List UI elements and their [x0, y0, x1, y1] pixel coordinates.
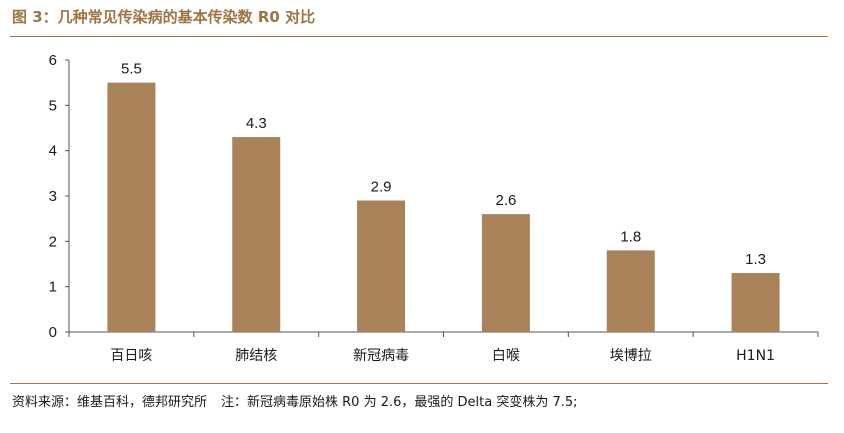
- bar: [357, 200, 406, 332]
- bar: [107, 82, 156, 333]
- value-labels: 5.5 4.3 2.9 2.6 1.8 1.3: [121, 61, 766, 268]
- title-divider: [10, 36, 828, 37]
- y-tick-label: 2: [49, 233, 57, 250]
- category-label: H1N1: [736, 348, 775, 364]
- y-tick-label: 6: [49, 52, 57, 69]
- value-label: 2.9: [371, 179, 392, 196]
- category-label: 新冠病毒: [353, 348, 409, 364]
- value-label: 2.6: [495, 192, 516, 209]
- category-label: 百日咳: [110, 348, 152, 364]
- bar: [232, 137, 281, 332]
- y-tick-label: 4: [49, 143, 57, 160]
- value-label: 1.8: [620, 228, 641, 245]
- y-tick-label: 3: [49, 188, 57, 205]
- category-label: 肺结核: [235, 348, 277, 364]
- category-labels: 百日咳 肺结核 新冠病毒 白喉 埃博拉 H1N1: [110, 347, 775, 364]
- value-label: 5.5: [121, 61, 142, 78]
- bars: [107, 82, 780, 333]
- bar: [731, 273, 780, 332]
- figure-title: 图 3：几种常见传染病的基本传染数 R0 对比: [12, 8, 316, 26]
- y-tick-label: 1: [49, 279, 57, 296]
- note-text: 注：新冠病毒原始株 R0 为 2.6，最强的 Delta 突变株为 7.5;: [221, 395, 578, 410]
- bar: [606, 250, 655, 332]
- category-label: 白喉: [492, 348, 520, 364]
- value-label: 4.3: [246, 115, 267, 132]
- y-axis: 0 1 2 3 4 5 6: [49, 52, 70, 341]
- source-note: 资料来源：维基百科，德邦研究所 注：新冠病毒原始株 R0 为 2.6，最强的 De…: [12, 391, 578, 410]
- bar: [481, 214, 530, 332]
- y-tick-label: 5: [49, 97, 57, 114]
- source-text: 资料来源：维基百科，德邦研究所: [12, 395, 208, 410]
- value-label: 1.3: [745, 251, 766, 268]
- footer-divider: [10, 383, 828, 384]
- y-tick-label: 0: [49, 324, 57, 341]
- x-axis: [68, 331, 819, 337]
- category-label: 埃博拉: [610, 347, 652, 364]
